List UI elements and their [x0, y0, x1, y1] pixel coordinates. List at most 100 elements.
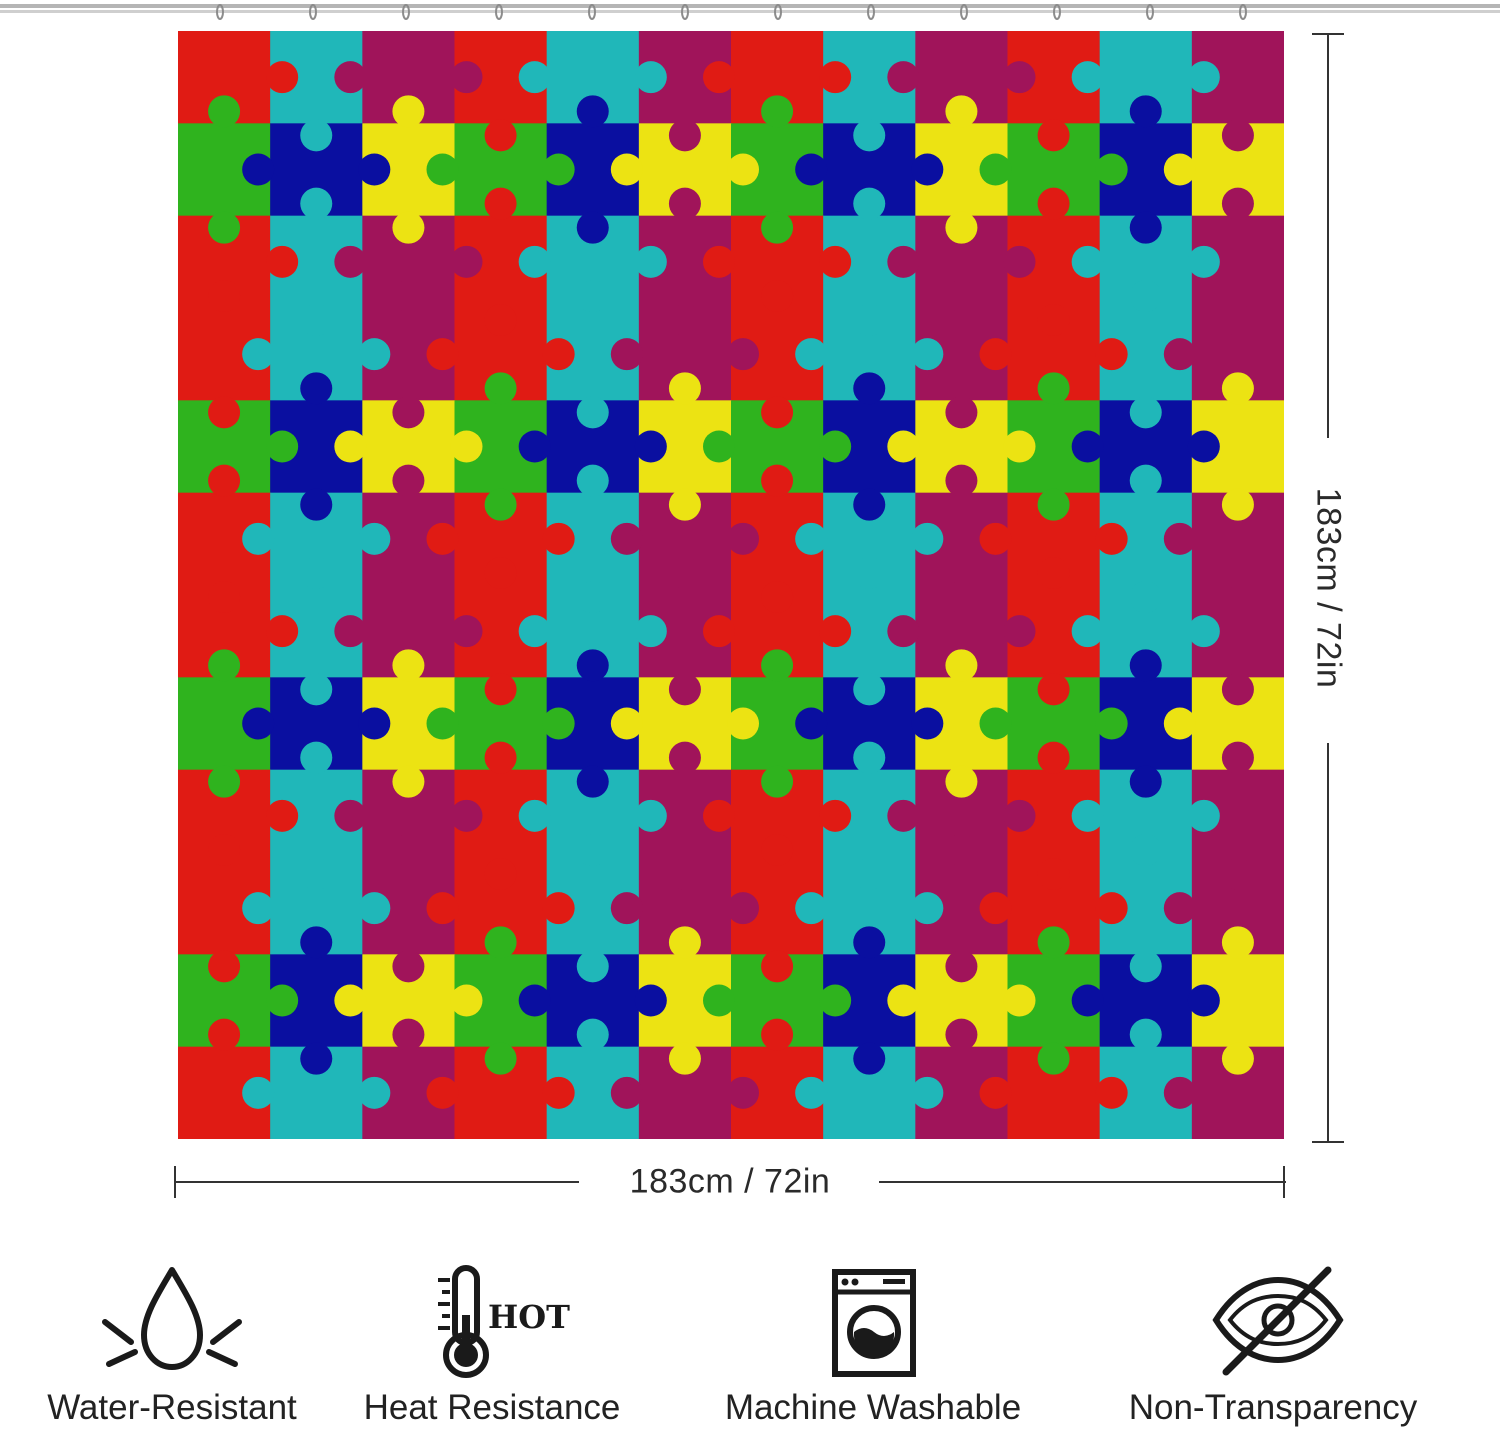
puzzle-knob	[668, 119, 701, 152]
puzzle-knob	[358, 892, 391, 925]
puzzle-knob	[266, 615, 299, 648]
feature-label-non-transparency: Non-Transparency	[1128, 1388, 1418, 1427]
puzzle-knob	[727, 892, 759, 925]
puzzle-knob	[576, 649, 609, 682]
puzzle-knob	[853, 926, 886, 959]
puzzle-knob	[945, 1018, 978, 1051]
puzzle-knob	[334, 615, 367, 648]
puzzle-knob	[518, 245, 551, 278]
puzzle-knob	[450, 430, 483, 463]
puzzle-knob	[392, 950, 425, 983]
puzzle-knob	[300, 372, 333, 405]
puzzle-knob	[668, 673, 701, 706]
puzzle-knob	[1037, 741, 1070, 774]
puzzle-knob	[1187, 615, 1220, 648]
puzzle-knob	[668, 926, 701, 959]
puzzle-knob	[450, 984, 483, 1017]
puzzle-knob	[945, 834, 978, 866]
puzzle-knob	[819, 799, 852, 832]
height-bottom-tick	[1312, 1141, 1344, 1143]
puzzle-knob	[334, 430, 367, 463]
puzzle-knob	[945, 950, 978, 983]
puzzle-knob	[911, 1076, 944, 1109]
puzzle-knob	[334, 984, 367, 1017]
width-right-tick	[1283, 1166, 1285, 1198]
puzzle-knob	[1071, 61, 1104, 94]
puzzle-knob	[634, 61, 667, 94]
curtain-hook	[309, 4, 317, 20]
puzzle-knob	[426, 707, 459, 740]
puzzle-knob	[576, 211, 609, 244]
puzzle-knob	[1071, 984, 1104, 1017]
puzzle-knob	[1095, 338, 1128, 371]
puzzle-knob	[1221, 372, 1254, 405]
puzzle-knob	[887, 430, 920, 463]
hot-text: HOT	[488, 1298, 570, 1336]
puzzle-knob	[761, 950, 794, 983]
puzzle-knob	[484, 858, 517, 890]
curtain-hook	[402, 4, 410, 20]
puzzle-knob	[761, 280, 794, 312]
puzzle-knob	[1163, 522, 1196, 555]
puzzle-knob	[358, 1076, 391, 1109]
puzzle-knob	[1071, 799, 1104, 832]
puzzle-knob	[358, 153, 391, 186]
puzzle-knob	[887, 615, 920, 648]
curtain-hook	[960, 4, 968, 20]
puzzle-knob	[668, 858, 701, 890]
puzzle-knob	[610, 522, 643, 555]
puzzle-knob	[1187, 245, 1220, 278]
puzzle-knob	[819, 615, 852, 648]
puzzle-knob	[887, 799, 920, 832]
puzzle-knob	[208, 211, 241, 244]
puzzle-knob	[392, 1018, 425, 1051]
shower-curtain	[178, 31, 1284, 1139]
puzzle-knob	[761, 95, 794, 128]
puzzle-knob	[1003, 615, 1036, 648]
puzzle-knob	[911, 338, 944, 371]
puzzle-knob	[795, 1076, 828, 1109]
puzzle-knob	[358, 338, 391, 371]
puzzle-knob	[450, 615, 483, 648]
puzzle-knob	[208, 280, 241, 312]
puzzle-knob	[484, 673, 517, 706]
puzzle-knob	[542, 153, 575, 186]
puzzle-knob	[761, 765, 794, 798]
puzzle-knob	[542, 892, 575, 925]
puzzle-knob	[484, 926, 517, 959]
puzzle-knob	[795, 707, 828, 740]
puzzle-knob	[819, 984, 852, 1017]
height-label: 183cm / 72in	[1309, 487, 1348, 689]
puzzle-knob	[576, 280, 609, 312]
puzzle-knob	[945, 649, 978, 682]
puzzle-knob	[1187, 984, 1220, 1017]
puzzle-knob	[266, 245, 299, 278]
puzzle-knob	[945, 396, 978, 429]
puzzle-knob	[1221, 741, 1254, 774]
width-label: 183cm / 72in	[629, 1162, 831, 1201]
puzzle-knob	[1221, 304, 1254, 336]
curtain-hook	[588, 4, 596, 20]
puzzle-knob	[576, 834, 609, 866]
puzzle-knob	[634, 430, 667, 463]
puzzle-knob	[450, 799, 483, 832]
puzzle-knob	[266, 984, 299, 1017]
puzzle-knob	[542, 522, 575, 555]
puzzle-knob	[853, 372, 886, 405]
puzzle-knob	[392, 396, 425, 429]
puzzle-knob	[1095, 522, 1128, 555]
puzzle-knob	[610, 707, 643, 740]
puzzle-knob	[208, 649, 241, 682]
puzzle-knob	[979, 522, 1012, 555]
puzzle-knob	[484, 488, 517, 521]
puzzle-knob	[208, 95, 241, 128]
curtain-hook	[867, 4, 875, 20]
puzzle-knob	[1071, 245, 1104, 278]
puzzle-knob	[1221, 557, 1254, 589]
puzzle-knob	[979, 1076, 1012, 1109]
puzzle-knob	[979, 892, 1012, 925]
puzzle-knob	[979, 338, 1012, 371]
puzzle-knob	[634, 245, 667, 278]
puzzle-knob	[358, 707, 391, 740]
puzzle-knob	[668, 741, 701, 774]
